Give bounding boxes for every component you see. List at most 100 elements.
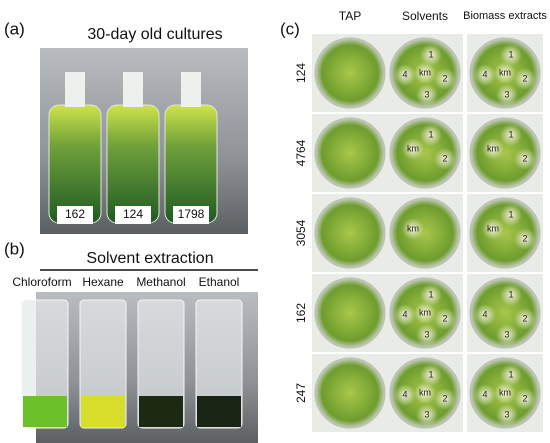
- plate-mark: 1: [508, 209, 513, 219]
- extract: [197, 396, 241, 427]
- plate-mark: km: [499, 67, 511, 77]
- plate-mark: 1: [428, 49, 433, 59]
- plate-mark: km: [419, 67, 431, 77]
- solvent-label: Methanol: [136, 275, 185, 289]
- plate-mark: 1: [428, 369, 433, 379]
- panel-label: (a): [4, 19, 25, 38]
- clear-zone: [482, 138, 504, 160]
- plate-mark: km: [487, 143, 499, 153]
- plate: [469, 117, 541, 189]
- plate-mark: 2: [522, 153, 527, 163]
- plate-mark: km: [407, 143, 419, 153]
- clear-zone: [420, 284, 442, 306]
- clear-zone: [394, 64, 416, 86]
- clear-zone: [420, 364, 442, 386]
- column-header: TAP: [339, 9, 361, 23]
- plate-mark: km: [419, 307, 431, 317]
- clear-zone: [500, 364, 522, 386]
- clear-zone: [496, 324, 518, 346]
- clear-zone: [434, 68, 456, 90]
- plate-mark: 2: [442, 393, 447, 403]
- plate-mark: 2: [442, 73, 447, 83]
- plate-mark: 4: [402, 69, 407, 79]
- clear-zone: [500, 284, 522, 306]
- bottle-label: 162: [65, 207, 85, 221]
- plate-mark: 4: [402, 309, 407, 319]
- bottle: [106, 104, 160, 224]
- plate-mark: km: [487, 223, 499, 233]
- clear-zone: [402, 138, 424, 160]
- clear-zone: [514, 388, 536, 410]
- clear-zone: [402, 218, 424, 240]
- plate: [314, 277, 386, 349]
- plate-mark: 3: [504, 329, 509, 339]
- label-box: [115, 206, 151, 224]
- bottle-neck: [123, 72, 143, 107]
- clear-zone: [420, 44, 442, 66]
- plate-mark: 4: [402, 389, 407, 399]
- bottle: [48, 104, 102, 224]
- solvent-label: Hexane: [82, 275, 124, 289]
- plate-mark: 3: [424, 329, 429, 339]
- plate-mark: 2: [522, 73, 527, 83]
- strain-label: 124: [294, 63, 308, 83]
- plate-mark: 2: [522, 313, 527, 323]
- panel-label: (b): [4, 239, 25, 258]
- strain-label: 247: [294, 383, 308, 403]
- clear-zone: [514, 228, 536, 250]
- clear-zone: [416, 404, 438, 426]
- clear-zone: [414, 302, 436, 324]
- clear-zone: [482, 218, 504, 240]
- plate: [314, 357, 386, 429]
- clear-zone: [494, 382, 516, 404]
- plate: [314, 37, 386, 109]
- bottle-label: 1798: [178, 207, 205, 221]
- strain-label: 4764: [294, 139, 308, 166]
- extract: [139, 396, 183, 427]
- clear-zone: [394, 384, 416, 406]
- plate-mark: 1: [508, 129, 513, 139]
- panel-title: Solvent extraction: [86, 250, 213, 267]
- plate-mark: km: [419, 387, 431, 397]
- clear-zone: [414, 62, 436, 84]
- plate: [469, 277, 541, 349]
- bottle: [164, 104, 218, 224]
- plate: [389, 197, 461, 269]
- plate-mark: 3: [504, 89, 509, 99]
- plate-mark: 2: [442, 153, 447, 163]
- clear-zone: [420, 124, 442, 146]
- plate: [389, 117, 461, 189]
- clear-zone: [494, 62, 516, 84]
- clear-zone: [500, 44, 522, 66]
- plate-mark: 4: [482, 69, 487, 79]
- clear-zone: [514, 68, 536, 90]
- plate-mark: 2: [522, 393, 527, 403]
- clear-zone: [496, 84, 518, 106]
- bottle-label: 124: [123, 207, 143, 221]
- extract: [23, 396, 67, 427]
- clear-zone: [434, 388, 456, 410]
- plate-mark: 4: [482, 389, 487, 399]
- clear-zone: [416, 324, 438, 346]
- plate: [469, 197, 541, 269]
- plate-mark: 3: [424, 409, 429, 419]
- plate: [314, 117, 386, 189]
- extract: [81, 396, 125, 427]
- plate-mark: km: [499, 387, 511, 397]
- clear-zone: [514, 148, 536, 170]
- plate-mark: 1: [508, 289, 513, 299]
- bottle-neck: [181, 72, 201, 107]
- plate-mark: 1: [508, 369, 513, 379]
- panel-title: 30-day old cultures: [87, 26, 222, 43]
- label-box: [173, 206, 209, 224]
- clear-zone: [394, 304, 416, 326]
- clear-zone: [434, 148, 456, 170]
- column-header: Biomass extracts: [463, 10, 547, 22]
- strain-label: 3054: [294, 219, 308, 246]
- plate-mark: 1: [428, 289, 433, 299]
- bottle-neck: [65, 72, 85, 107]
- plate: [314, 197, 386, 269]
- clear-zone: [496, 404, 518, 426]
